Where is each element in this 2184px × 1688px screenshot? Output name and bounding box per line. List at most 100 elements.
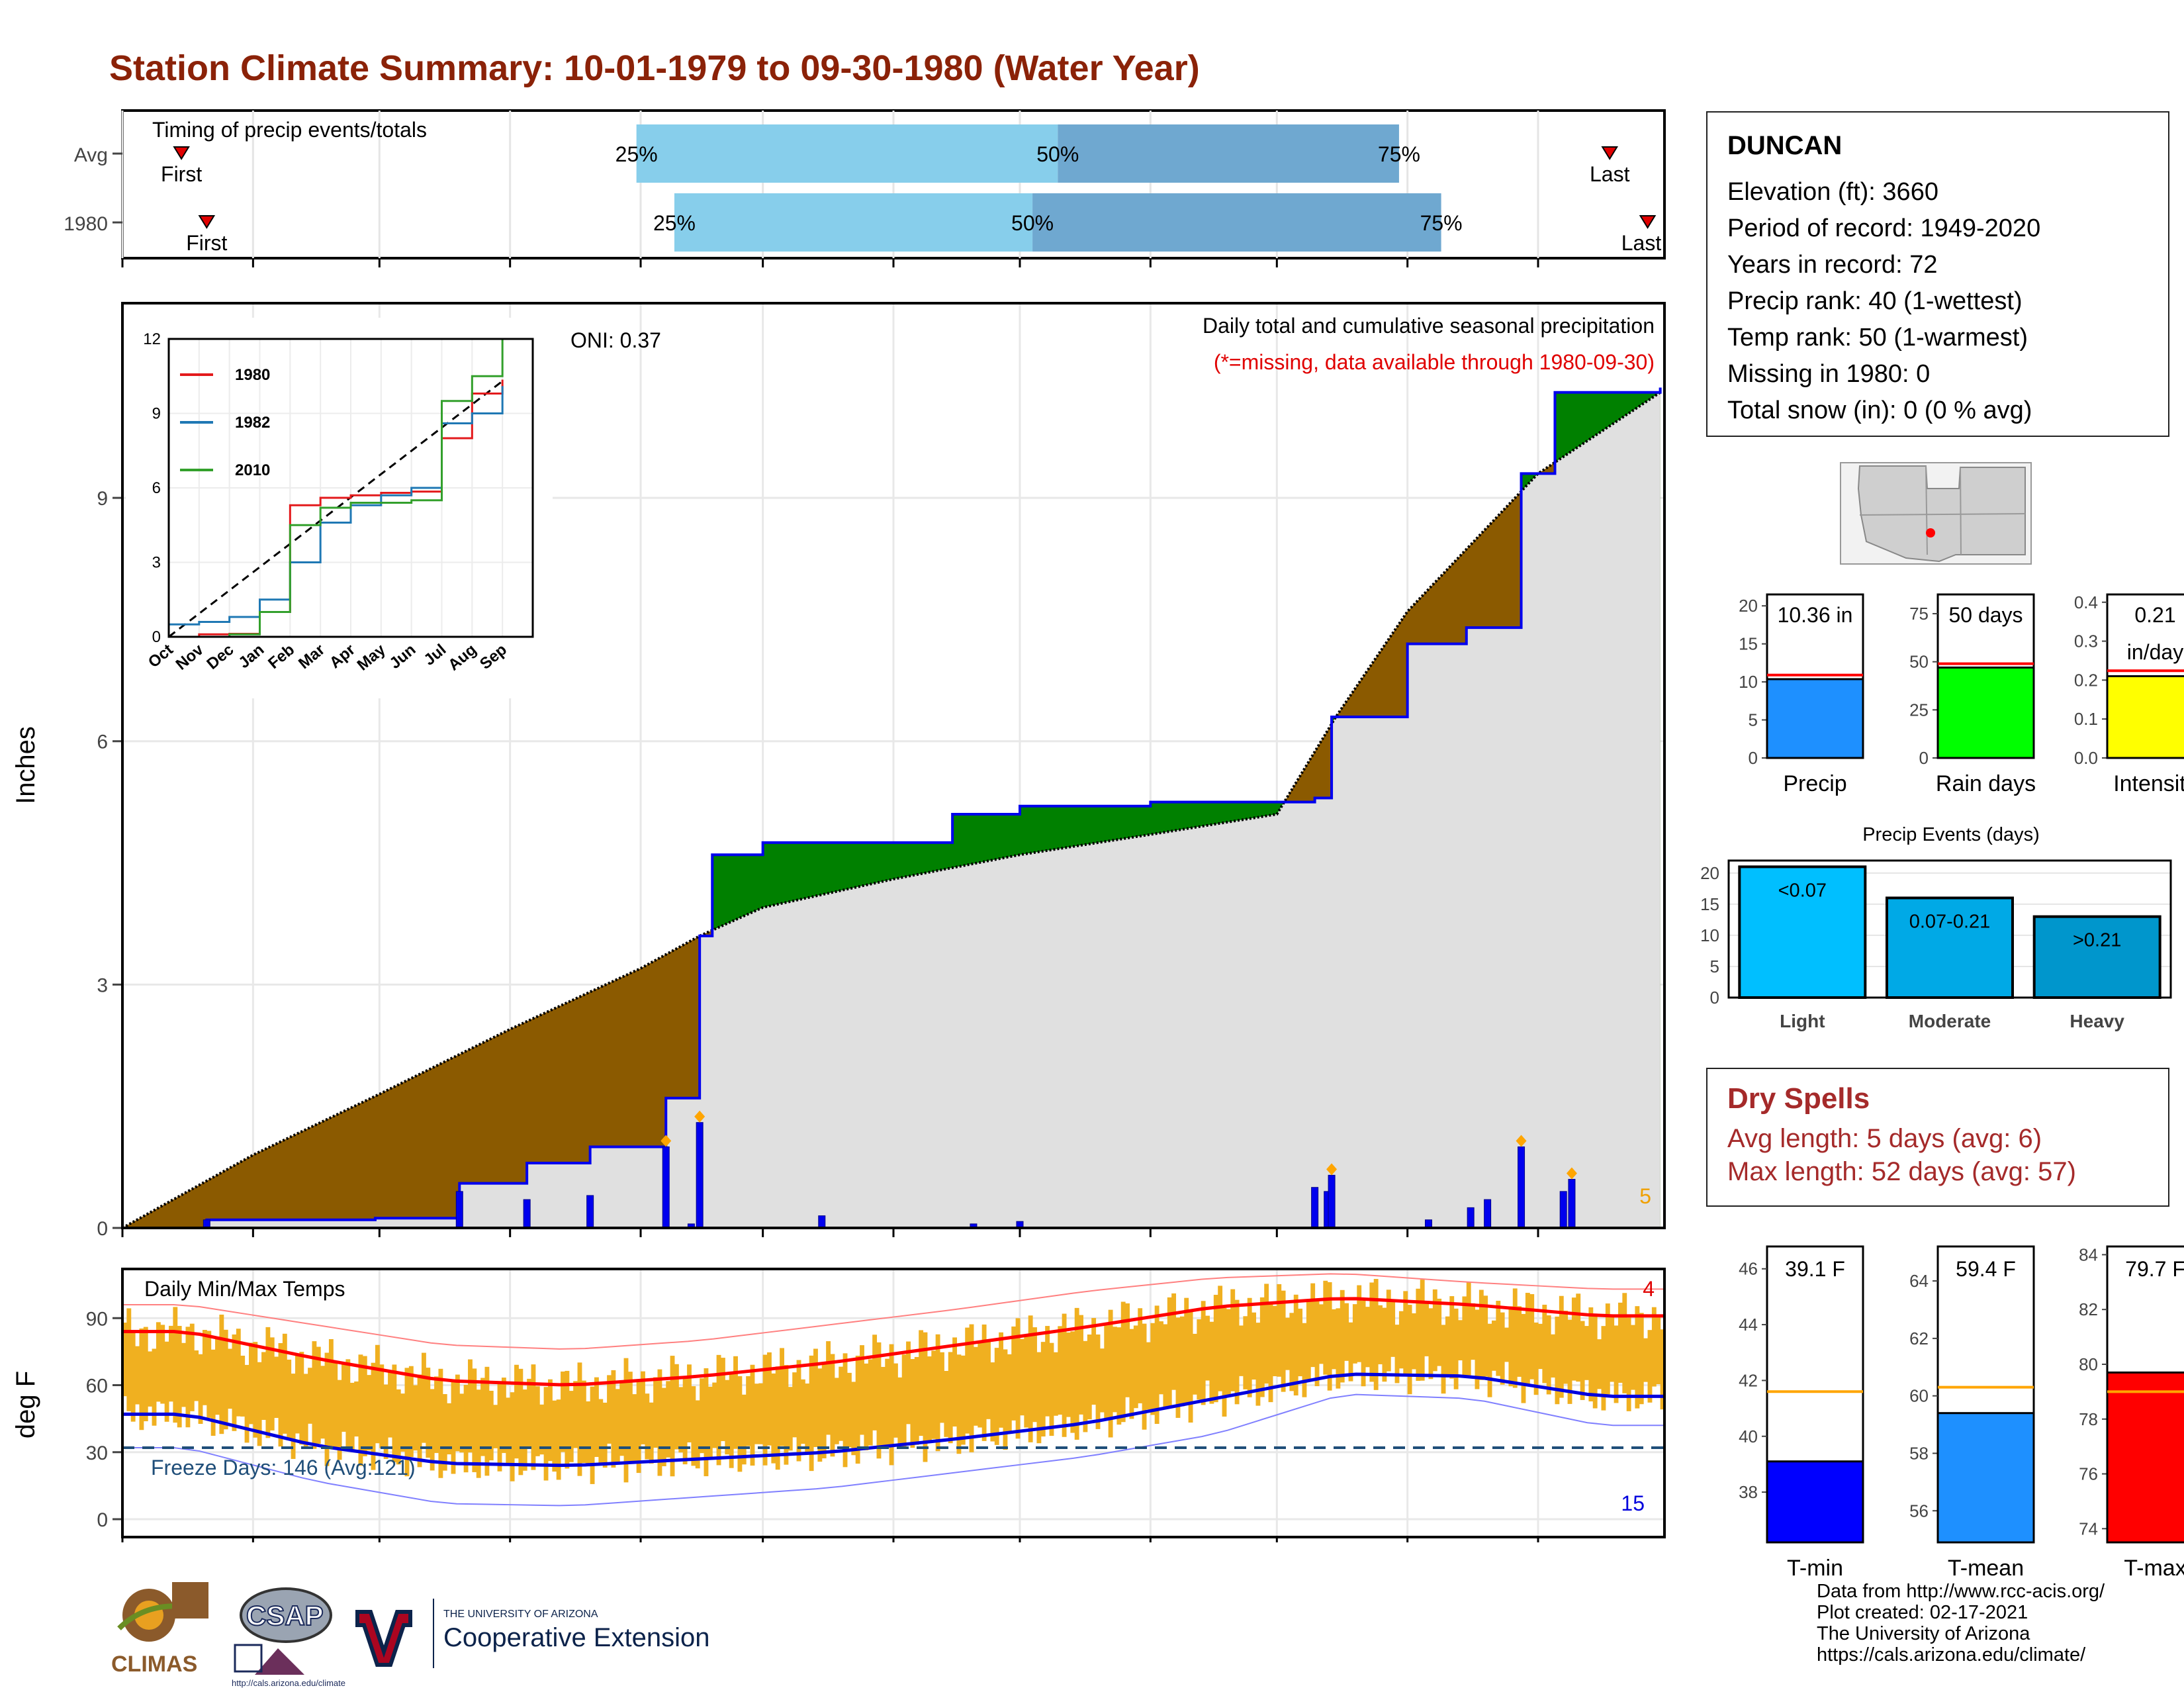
daily-temp-bar [303,1374,308,1446]
daily-temp-bar [1398,1311,1404,1369]
daily-temp-bar [1306,1300,1311,1380]
mini-bar [1766,678,1864,759]
daily-temp-bar [1247,1297,1252,1397]
daily-temp-bar [413,1385,418,1451]
daily-temp-bar [1555,1316,1560,1405]
daily-temp-bar [1074,1307,1079,1440]
daily-temp-bar [842,1353,848,1468]
daily-temp-bar [1538,1323,1543,1370]
temp-bar-y-label: 40 [1739,1427,1758,1446]
record-min-line [122,1393,1664,1507]
daily-temp-bar [1610,1315,1615,1382]
daily-temp-bar [1277,1284,1282,1377]
daily-temp-bar [189,1323,195,1411]
mini-summary-bars: 0 5 10 15 20 10.36 in Precip 0 25 50 75 50 days Rain… [1739,592,2184,796]
daily-temp-bar [1167,1297,1172,1406]
daily-temp-bar [914,1356,919,1445]
daily-temp-bar [1617,1302,1623,1383]
daily-temp-bar [1070,1331,1075,1433]
daily-temp-bar [1318,1304,1324,1364]
daily-temp-bar [371,1362,376,1470]
inset-legend-label: 1980 [235,366,270,384]
daily-temp-bar [1218,1286,1223,1391]
temp-bar-value: 39.1 F [1785,1257,1845,1281]
events-category-label: Moderate [1909,1011,1991,1031]
daily-temp-bar [1091,1318,1097,1405]
daily-temp-bar [1462,1296,1467,1376]
temp-frame [121,1268,1666,1538]
daily-temp-bar [447,1403,452,1455]
timing-pct-label: 75% [1378,142,1420,166]
temp-bar-y-label: 56 [1909,1501,1929,1521]
daily-temp-bar [1344,1303,1349,1361]
daily-temp-bar [1361,1300,1366,1387]
footer-line: Data from http://www.rcc-acis.org/ [1817,1581,2105,1602]
daily-temp-bar [1432,1289,1437,1372]
daily-temp-bar [421,1352,426,1443]
university-arizona-logo: THE UNIVERSITY OF ARIZONA Cooperative Ex… [355,1599,709,1668]
daily-temp-bar [1289,1313,1295,1391]
mini-y-label: 0 [1919,748,1929,768]
daily-temp-bar [480,1378,485,1456]
daily-temp-bar [248,1342,253,1425]
daily-temp-bar [1272,1305,1277,1376]
daily-temp-bar [1592,1316,1598,1409]
timing-bar-late [1058,124,1399,183]
daily-temp-bar [358,1354,363,1466]
daily-temp-bar [1340,1289,1345,1383]
daily-temp-bar [1491,1320,1496,1371]
daily-temp-bar [1458,1320,1463,1361]
daily-temp-bar [1019,1338,1024,1416]
daily-temp-bar [598,1399,604,1466]
daily-temp-bar [999,1332,1004,1428]
inset-y-label: 6 [152,479,161,497]
daily-temp-bar [396,1389,401,1465]
daily-temp-bar [910,1359,915,1448]
daily-temp-bar [547,1379,553,1462]
daily-temp-bar [1083,1340,1088,1432]
record-marker [1326,1163,1338,1176]
mini-y-label: 20 [1739,596,1758,616]
daily-precip-bar [586,1195,594,1229]
daily-temp-bar [506,1397,511,1464]
daily-temp-bar [1656,1317,1661,1385]
temp-summary-bars: 38 40 42 44 46 39.1 F T-min 56 58 60 62 64 59.4 F T-m… [1739,1244,2184,1579]
mini-value-label: in/day [2127,640,2183,664]
timing-heading: Timing of precip events/totals [152,118,427,142]
daily-temp-bar [805,1383,810,1453]
daily-precip-bar [1559,1191,1567,1229]
daily-temp-bar [1015,1318,1021,1439]
daily-temp-bar [1268,1303,1273,1403]
daily-temp-bar [122,1323,127,1397]
daily-temp-bar [1163,1324,1168,1409]
daily-temp-bar [1635,1306,1640,1409]
daily-temp-bar [826,1341,831,1435]
record-low-count: 15 [1621,1491,1645,1515]
daily-temp-bar [981,1324,987,1441]
daily-temp-bar [337,1380,342,1460]
dry-spells-box: Dry Spells Avg length: 5 days (avg: 6) M… [1706,1068,2169,1207]
daily-temp-bar [375,1344,380,1444]
daily-temp-bar [1032,1327,1037,1423]
precip-frame [121,302,1666,1229]
temp-bar-y-label: 44 [1739,1315,1758,1335]
daily-temp-bar [1154,1305,1160,1425]
daily-temp-bar [901,1354,907,1448]
daily-temp-bar [994,1348,999,1445]
timing-bar-early [674,193,1033,252]
events-category-label: Heavy [2070,1011,2124,1031]
daily-temp-bar [1066,1332,1071,1417]
daily-temp-bar [240,1355,246,1417]
daily-temp-bar [897,1377,903,1445]
daily-temp-bar [1378,1305,1383,1364]
daily-temp-bar [1441,1325,1446,1394]
daily-temp-bar [758,1383,764,1444]
daily-temp-bar [817,1368,823,1462]
average-max-line [122,1297,1664,1387]
y-tick-label: 0 [97,1509,108,1531]
daily-temp-bar [704,1368,709,1477]
daily-temp-bar [880,1366,886,1446]
daily-temp-bar [308,1368,312,1424]
daily-temp-bar [1053,1352,1058,1416]
daily-temp-bar [522,1389,527,1471]
